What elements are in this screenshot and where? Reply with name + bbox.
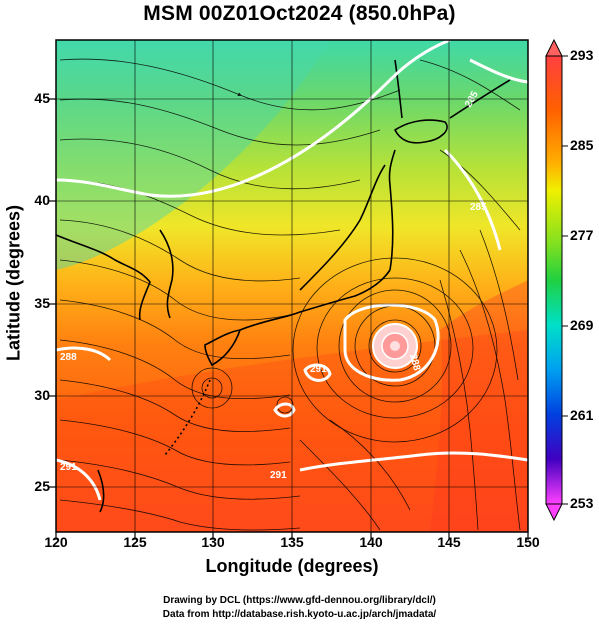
- y-tick-label: 40: [34, 192, 50, 208]
- axis-ticks: [48, 98, 529, 540]
- colorbar-tick-label: 285: [570, 137, 594, 153]
- typhoon-center: [343, 303, 440, 382]
- isotherm-291-south: [299, 451, 528, 472]
- footer-credit-dcl: Drawing by DCL (https://www.gfd-dennou.o…: [163, 595, 436, 606]
- x-tick-label: 120: [44, 534, 68, 550]
- isotherm-291-tiny: [273, 402, 296, 418]
- sakhalin: [394, 59, 403, 119]
- contour-label: 285: [470, 202, 487, 213]
- honshu-south: [239, 269, 391, 331]
- colorbar-tick-label: 277: [570, 227, 594, 243]
- y-axis-label-text: Latitude (degrees): [3, 204, 24, 362]
- coastlines: [56, 59, 511, 513]
- y-tick-label: 45: [34, 90, 50, 106]
- y-tick-label: 25: [34, 478, 50, 494]
- isotherms: [56, 40, 528, 501]
- colorbar-gradient: [545, 55, 563, 505]
- honshu-east: [388, 149, 396, 271]
- colorbar-tick-label: 253: [570, 495, 594, 511]
- x-tick-label: 150: [516, 534, 540, 550]
- x-tick-label: 140: [359, 534, 383, 550]
- x-axis-label: Longitude (degrees): [205, 556, 379, 576]
- colorbar-tick-label: 261: [570, 407, 594, 423]
- isotherm-285: [56, 40, 451, 198]
- contour-label: 288: [407, 353, 422, 372]
- hot-region: [430, 280, 528, 532]
- taiwan: [97, 469, 105, 513]
- isotherm-291-small: [303, 363, 332, 382]
- isotherm-291-sw: [56, 458, 102, 501]
- map-title: MSM 00Z01Oct2024 (850.0hPa): [143, 2, 456, 25]
- contour-label: 288: [60, 352, 77, 363]
- y-tick-label: 35: [34, 295, 50, 311]
- x-tick-label: 145: [437, 534, 461, 550]
- hokkaido: [393, 119, 448, 144]
- korea-peninsula: [159, 229, 174, 319]
- x-tick-label: 130: [201, 534, 225, 550]
- kyushu: [204, 328, 242, 367]
- graticule: [56, 40, 528, 532]
- colorbar: [545, 38, 568, 522]
- isotherm-288-west: [56, 346, 112, 362]
- colorbar-top-arrow: [545, 38, 563, 57]
- contour-label: 291: [270, 470, 287, 481]
- y-tick-label: 30: [34, 387, 50, 403]
- isotherm-east: [443, 148, 502, 251]
- cool-region: [56, 40, 330, 270]
- colorbar-bottom-arrow: [545, 503, 563, 522]
- china-coast: [56, 234, 151, 321]
- contour-label: 291: [310, 364, 327, 375]
- isotherm-285-east: [469, 58, 528, 84]
- ryukyu-islands: [164, 379, 211, 456]
- footer-credit-data: Data from http://database.rish.kyoto-u.a…: [162, 609, 437, 620]
- colorbar-tick-label: 293: [570, 47, 594, 63]
- contour-label: 291: [60, 462, 77, 473]
- x-tick-label: 125: [123, 534, 147, 550]
- x-tick-label: 135: [280, 534, 304, 550]
- kuril-islands: [449, 79, 511, 119]
- colorbar-tick-label: 269: [570, 317, 594, 333]
- honshu-west: [299, 164, 386, 291]
